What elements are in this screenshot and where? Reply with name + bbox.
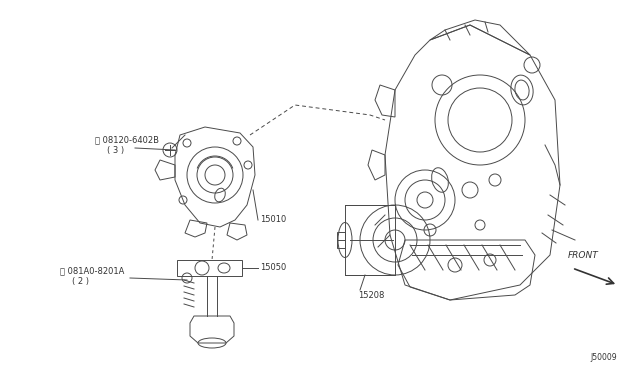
- Text: ( 2 ): ( 2 ): [72, 277, 89, 286]
- Text: 15050: 15050: [260, 263, 286, 272]
- Text: J50009: J50009: [590, 353, 616, 362]
- Text: 15208: 15208: [358, 291, 385, 300]
- Text: Ⓑ 081A0-8201A: Ⓑ 081A0-8201A: [60, 266, 124, 275]
- Text: ( 3 ): ( 3 ): [107, 146, 124, 155]
- Bar: [337, 232, 345, 248]
- Text: FRONT: FRONT: [568, 251, 599, 260]
- Text: 15010: 15010: [260, 215, 286, 224]
- Text: Ⓑ 08120-6402B: Ⓑ 08120-6402B: [95, 135, 159, 144]
